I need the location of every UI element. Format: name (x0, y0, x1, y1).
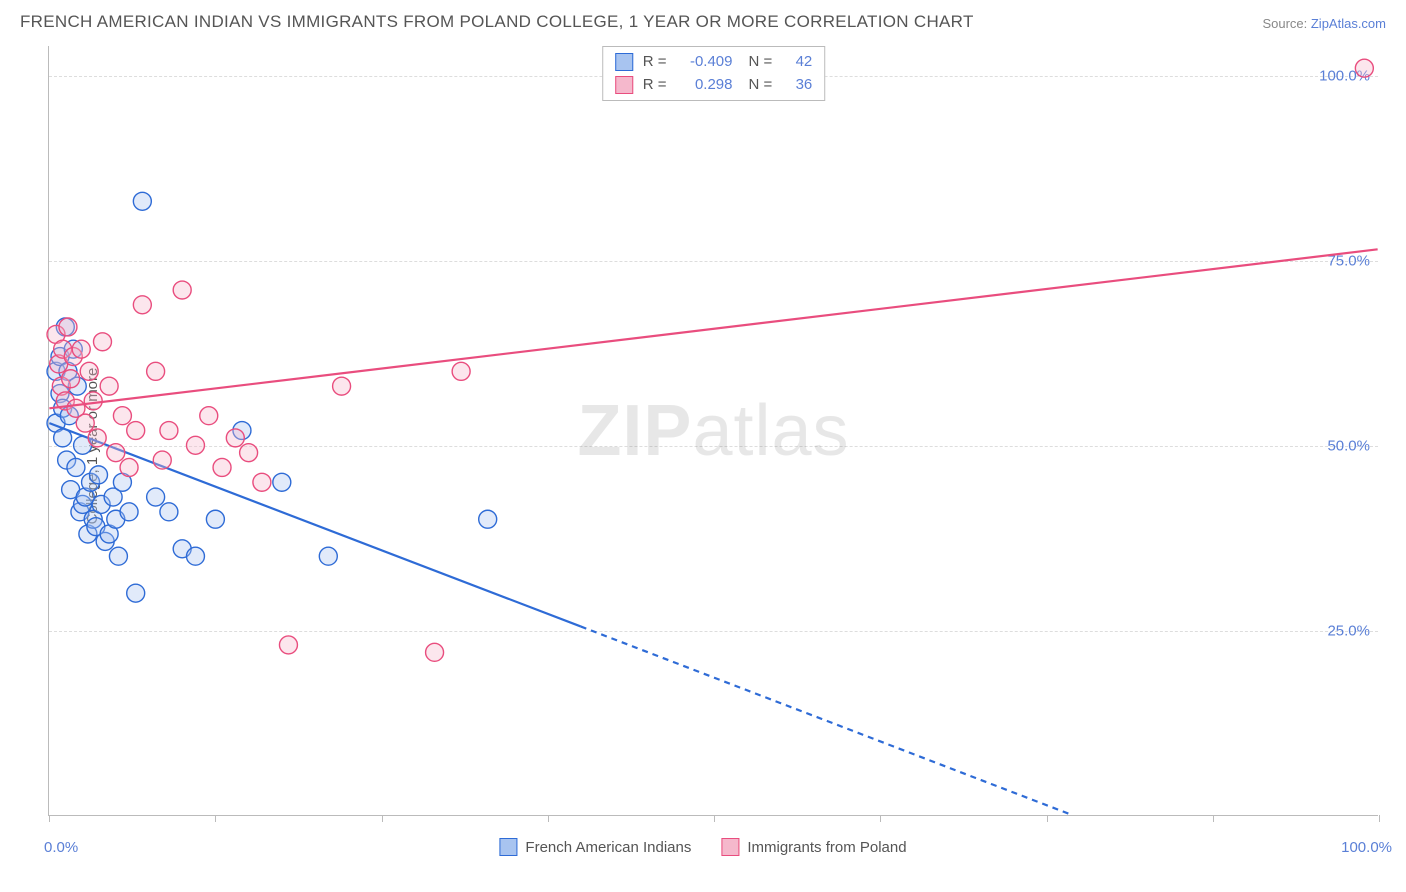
plot-region: ZIPatlas R =-0.409N =42R =0.298N =36 25.… (48, 46, 1378, 816)
data-point (1355, 59, 1373, 77)
chart-area: ZIPatlas R =-0.409N =42R =0.298N =36 25.… (48, 46, 1378, 816)
x-tick (880, 815, 881, 822)
data-point (120, 458, 138, 476)
data-point (72, 340, 90, 358)
series-name: French American Indians (525, 839, 691, 856)
data-point (279, 636, 297, 654)
data-point (147, 362, 165, 380)
legend-swatch (615, 76, 633, 94)
legend-r-value: -0.409 (677, 51, 733, 74)
data-point (100, 377, 118, 395)
x-tick (714, 815, 715, 822)
data-point (426, 643, 444, 661)
data-point (273, 473, 291, 491)
legend-n-label: N = (749, 51, 773, 74)
data-point (200, 407, 218, 425)
chart-title: FRENCH AMERICAN INDIAN VS IMMIGRANTS FRO… (20, 12, 1386, 32)
legend-r-value: 0.298 (677, 74, 733, 97)
legend-swatch (615, 53, 633, 71)
data-point (76, 414, 94, 432)
legend-r-label: R = (643, 74, 667, 97)
data-point (90, 466, 108, 484)
data-point (84, 392, 102, 410)
data-point (253, 473, 271, 491)
data-point (333, 377, 351, 395)
x-tick (1379, 815, 1380, 822)
data-point (240, 444, 258, 462)
data-point (109, 547, 127, 565)
data-point (319, 547, 337, 565)
x-tick (548, 815, 549, 822)
trend-line (49, 249, 1377, 408)
data-point (206, 510, 224, 528)
series-legend-item: Immigrants from Poland (721, 838, 906, 856)
series-legend: French American Indians Immigrants from P… (499, 838, 906, 856)
data-point (133, 296, 151, 314)
data-point (120, 503, 138, 521)
x-axis-max-label: 100.0% (1341, 839, 1392, 856)
legend-swatch (499, 838, 517, 856)
data-point (62, 370, 80, 388)
correlation-legend: R = -0.409 N = 42 R = 0.298 N = 36 (602, 46, 826, 101)
data-point (213, 458, 231, 476)
data-point (113, 407, 131, 425)
series-legend-item: French American Indians (499, 838, 691, 856)
data-point (80, 362, 98, 380)
data-point (479, 510, 497, 528)
data-point (88, 429, 106, 447)
legend-n-value: 36 (782, 74, 812, 97)
data-point (186, 436, 204, 454)
data-point (160, 503, 178, 521)
x-tick (49, 815, 50, 822)
plot-svg (49, 46, 1378, 815)
data-point (186, 547, 204, 565)
data-point (133, 192, 151, 210)
legend-swatch (721, 838, 739, 856)
data-point (153, 451, 171, 469)
x-tick (382, 815, 383, 822)
x-tick (1047, 815, 1048, 822)
legend-row: R = 0.298 N = 36 (615, 74, 813, 97)
source-link[interactable]: ZipAtlas.com (1311, 16, 1386, 31)
x-tick (215, 815, 216, 822)
legend-n-value: 42 (782, 51, 812, 74)
data-point (94, 333, 112, 351)
legend-row: R = -0.409 N = 42 (615, 51, 813, 74)
series-name: Immigrants from Poland (747, 839, 906, 856)
data-point (59, 318, 77, 336)
data-point (107, 444, 125, 462)
data-point (160, 422, 178, 440)
trend-line-extrapolated (581, 626, 1072, 815)
data-point (127, 584, 145, 602)
data-point (147, 488, 165, 506)
data-point (452, 362, 470, 380)
x-axis-min-label: 0.0% (44, 839, 78, 856)
data-point (173, 281, 191, 299)
legend-r-label: R = (643, 51, 667, 74)
data-point (226, 429, 244, 447)
data-point (67, 458, 85, 476)
data-point (127, 422, 145, 440)
x-tick (1213, 815, 1214, 822)
source-attribution: Source: ZipAtlas.com (1262, 16, 1386, 31)
legend-n-label: N = (749, 74, 773, 97)
